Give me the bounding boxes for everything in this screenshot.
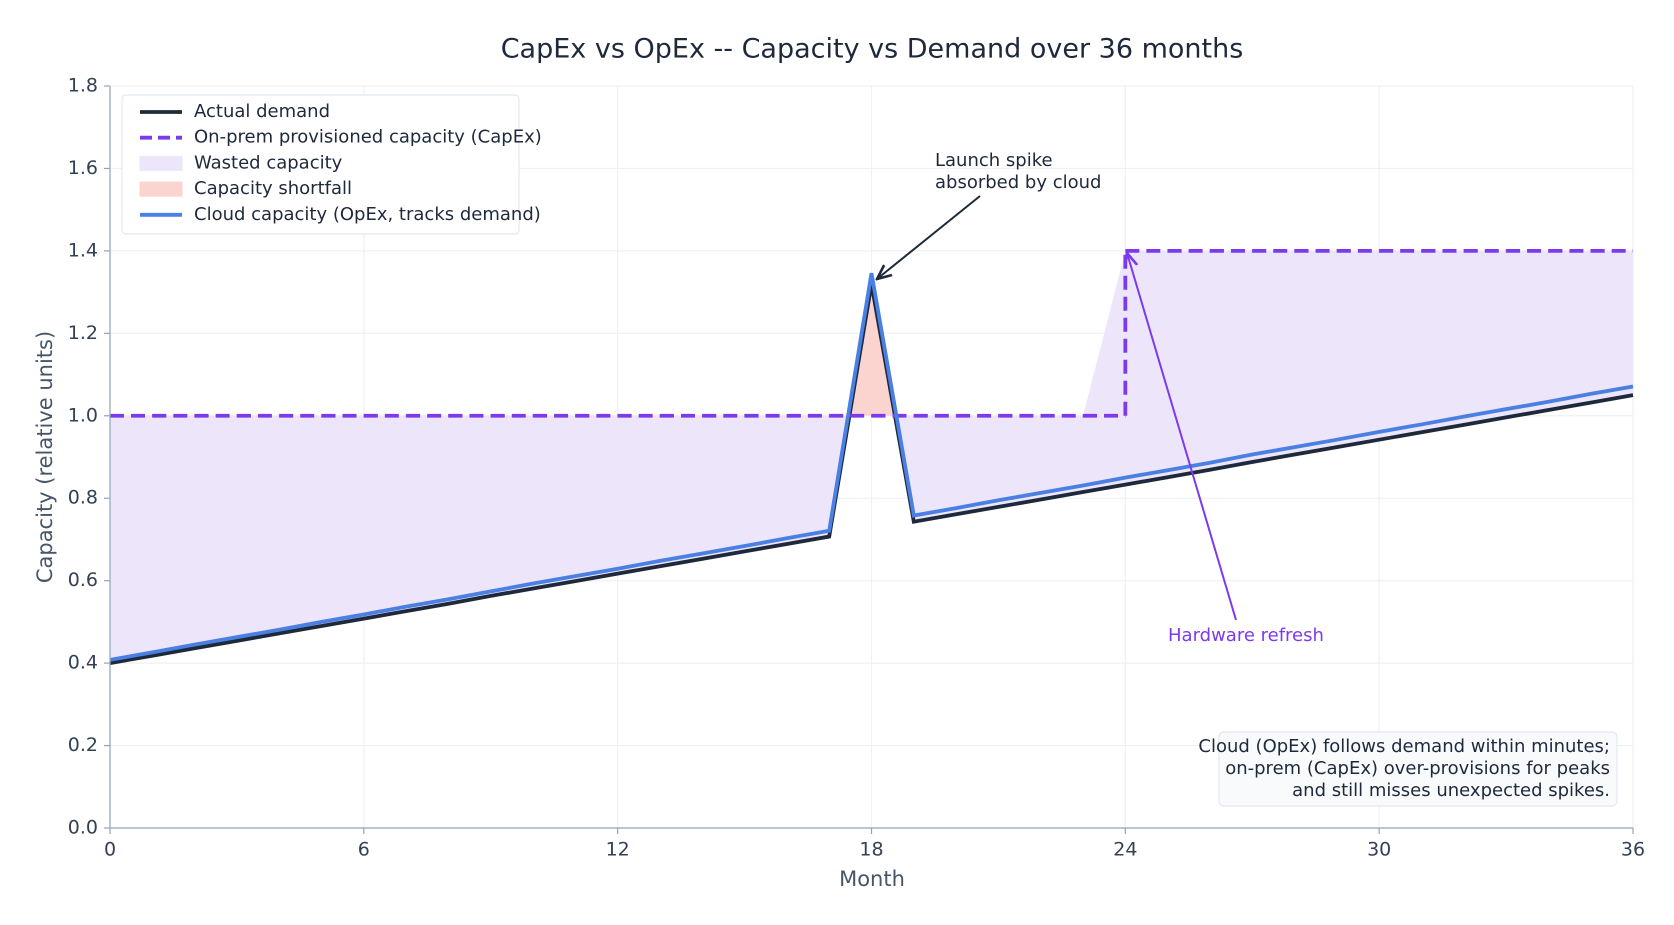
annotation-text: Launch spike [935, 150, 1053, 171]
x-tick-label: 18 [859, 839, 883, 861]
legend-swatch [139, 181, 183, 197]
note-box [1218, 731, 1618, 807]
y-tick-label: 0.2 [68, 734, 98, 756]
y-tick-label: 0.6 [68, 569, 98, 591]
legend-swatch [139, 155, 183, 171]
x-tick-label: 24 [1113, 839, 1137, 861]
y-axis-label: Capacity (relative units) [33, 331, 57, 583]
legend-label: Actual demand [194, 101, 330, 122]
x-tick-label: 36 [1621, 839, 1645, 861]
note-text: and still misses unexpected spikes. [1292, 780, 1610, 801]
annotation-arrow [1127, 253, 1237, 621]
y-tick-label: 1.0 [68, 404, 98, 426]
shortfall-area [110, 250, 1633, 416]
chart-title: CapEx vs OpEx -- Capacity vs Demand over… [501, 34, 1244, 65]
legend-label: Wasted capacity [194, 152, 343, 173]
annotation-text: absorbed by cloud [935, 172, 1101, 193]
x-axis-label: Month [839, 867, 905, 891]
y-tick-label: 0.8 [68, 487, 98, 509]
annotation-text: Hardware refresh [1168, 625, 1324, 646]
y-tick-label: 1.4 [68, 239, 98, 261]
x-tick-label: 0 [104, 839, 116, 861]
y-tick-label: 1.6 [68, 157, 98, 179]
legend-label: On-prem provisioned capacity (CapEx) [194, 127, 542, 148]
legend-label: Capacity shortfall [194, 178, 352, 199]
annotation-arrow [877, 195, 981, 279]
x-tick-label: 12 [606, 839, 630, 861]
legend-label: Cloud capacity (OpEx, tracks demand) [194, 204, 541, 225]
legend-box [121, 94, 520, 235]
line [109, 272, 1634, 662]
x-tick-label: 30 [1367, 839, 1391, 861]
x-tick-label: 6 [358, 839, 370, 861]
y-tick-label: 1.2 [68, 322, 98, 344]
note-text: on-prem (CapEx) over-provisions for peak… [1225, 758, 1610, 779]
y-tick-label: 0.4 [68, 652, 98, 674]
y-tick-label: 1.8 [68, 75, 98, 97]
wasted-area [110, 250, 1633, 664]
note-text: Cloud (OpEx) follows demand within minut… [1198, 736, 1610, 757]
y-tick-label: 0.0 [68, 817, 98, 839]
